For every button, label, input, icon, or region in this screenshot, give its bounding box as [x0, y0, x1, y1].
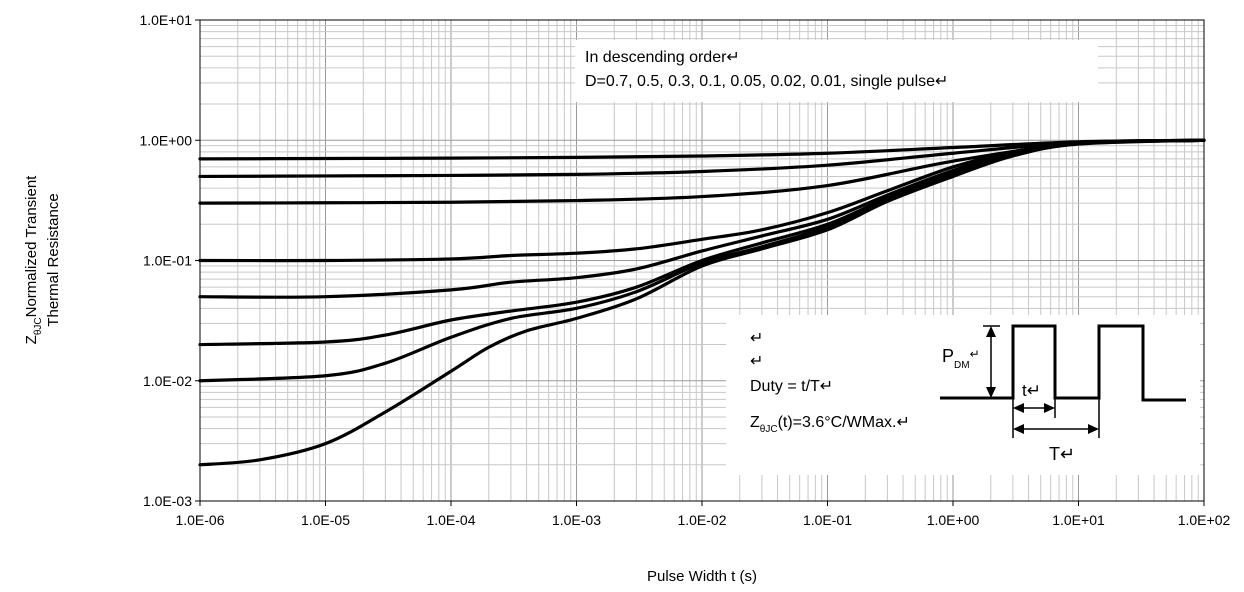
zthjc-main: Z — [750, 414, 760, 431]
pulse-waveform — [940, 324, 1186, 402]
zthjc-sub: θJC — [760, 424, 778, 435]
pdm-label: PDM↵ — [942, 346, 980, 371]
y-tick-label: 1.0E+00 — [139, 132, 192, 148]
legend-line1: In descending order↵ — [585, 49, 740, 66]
x-axis-label: Pulse Width t (s) — [647, 568, 757, 585]
x-tick-labels: 1.0E-06 1.0E-05 1.0E-04 1.0E-03 1.0E-02 1.0E-… — [175, 501, 1230, 528]
y-label-z: Z — [23, 335, 40, 344]
x-tick-label: 1.0E-03 — [552, 512, 601, 528]
y-label-sub: θJC — [33, 317, 44, 335]
t-label: t↵ — [1022, 381, 1041, 400]
legend-line2: D=0.7, 0.5, 0.3, 0.1, 0.05, 0.02, 0.01, … — [585, 73, 948, 90]
pdm-mark: ↵ — [970, 347, 980, 361]
legend-box — [575, 40, 1098, 102]
pdm-sub: DM — [954, 360, 970, 371]
zthjc-formula: ZθJC(t)=3.6°C/WMax.↵ — [750, 414, 910, 435]
x-tick-label: 1.0E-05 — [301, 512, 350, 528]
pdm-main: P — [942, 346, 954, 366]
duty-formula: Duty = t/T↵ — [750, 378, 833, 395]
T-arrow-left — [1013, 424, 1024, 434]
y-axis-label-line1: ZθJCNormalized Transient — [23, 175, 44, 345]
y-axis-label: ZθJCNormalized Transient Thermal Resista… — [23, 175, 62, 345]
y-axis-label-line2: Thermal Resistance — [45, 193, 62, 326]
t-arrow-right — [1044, 403, 1055, 413]
series-line-0 — [198, 138, 1206, 161]
inset-blank-1: ↵ — [750, 330, 763, 347]
x-tick-label: 1.0E-02 — [677, 512, 726, 528]
x-tick-label: 1.0E+00 — [927, 512, 980, 528]
pulse-diagram — [940, 324, 1186, 438]
y-label-rest: Normalized Transient — [23, 175, 40, 318]
zthjc-rest: (t)=3.6°C/WMax.↵ — [778, 414, 910, 431]
pdm-arrow-up — [986, 326, 996, 337]
x-tick-label: 1.0E-01 — [803, 512, 852, 528]
x-tick-label: 1.0E+02 — [1178, 512, 1231, 528]
inset-box — [726, 315, 1200, 475]
x-tick-label: 1.0E-04 — [426, 512, 475, 528]
series-line-7 — [198, 138, 1206, 467]
y-tick-label: 1.0E+01 — [139, 12, 192, 28]
y-tick-label: 1.0E-03 — [143, 493, 192, 509]
y-tick-label: 1.0E-02 — [143, 373, 192, 389]
series-group — [198, 138, 1206, 467]
x-tick-label: 1.0E+01 — [1052, 512, 1105, 528]
t-arrow-left — [1013, 403, 1024, 413]
inset-blank-2: ↵ — [750, 353, 763, 370]
pdm-arrow-down — [986, 387, 996, 398]
T-label: T↵ — [1049, 444, 1075, 464]
T-arrow-right — [1088, 424, 1099, 434]
y-tick-labels: 1.0E-03 1.0E-02 1.0E-01 1.0E+00 1.0E+01 — [139, 12, 200, 509]
series-line-1 — [198, 138, 1206, 179]
y-tick-label: 1.0E-01 — [143, 253, 192, 269]
x-tick-label: 1.0E-06 — [175, 512, 224, 528]
